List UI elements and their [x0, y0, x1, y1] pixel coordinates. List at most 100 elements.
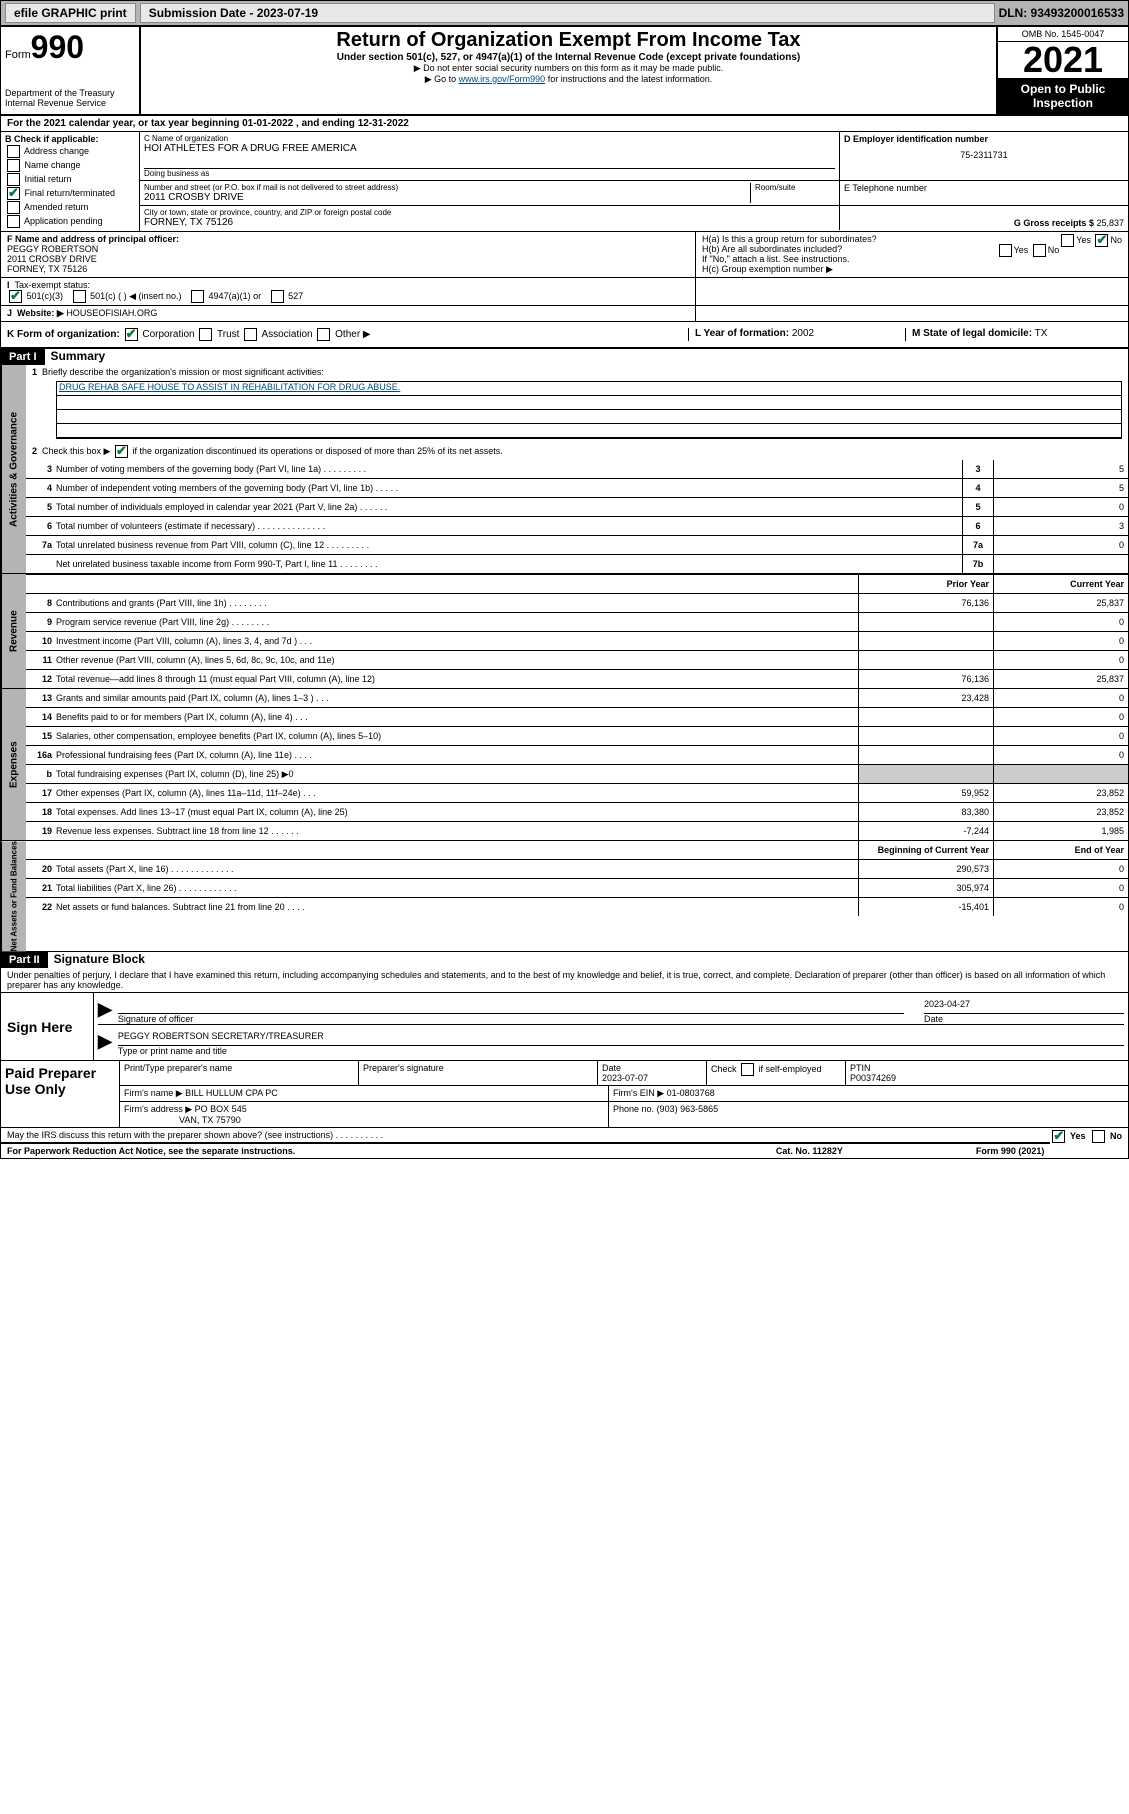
room-label: Room/suite: [755, 183, 835, 192]
chk-address-change[interactable]: [7, 145, 20, 158]
mission-box: DRUG REHAB SAFE HOUSE TO ASSIST IN REHAB…: [56, 381, 1122, 439]
officer-name: PEGGY ROBERTSON: [7, 244, 689, 254]
ha-yes[interactable]: [1061, 234, 1074, 247]
chk-final-return[interactable]: [7, 187, 20, 200]
website-value: HOUSEOFISIAH.ORG: [66, 308, 157, 318]
part-i-governance: Activities & Governance 1 Briefly descri…: [1, 365, 1128, 574]
d-label: D Employer identification number: [844, 134, 1124, 144]
row-i: I Tax-exempt status: 501(c)(3) 501(c) ( …: [1, 278, 1128, 306]
firm-name-label: Firm's name ▶: [124, 1088, 183, 1098]
top-bar: efile GRAPHIC print Submission Date - 20…: [1, 1, 1128, 27]
c-name-label: C Name of organization: [144, 134, 835, 143]
col-b: B Check if applicable: Address change Na…: [1, 132, 140, 231]
sig-date-label: Date: [924, 1014, 943, 1024]
may-irs-no[interactable]: [1092, 1130, 1105, 1143]
form-note-2: ▶ Go to www.irs.gov/Form990 for instruct…: [149, 74, 988, 85]
efile-button[interactable]: efile GRAPHIC print: [5, 3, 136, 23]
header: Form990 Department of the Treasury Inter…: [1, 27, 1128, 116]
sig-name-label: Type or print name and title: [118, 1046, 227, 1056]
chk-4947[interactable]: [191, 290, 204, 303]
firm-ein-label: Firm's EIN ▶: [613, 1088, 664, 1098]
part-i-expenses: Expenses 13Grants and similar amounts pa…: [1, 689, 1128, 841]
chk-527[interactable]: [271, 290, 284, 303]
summary-line: 15Salaries, other compensation, employee…: [26, 727, 1128, 746]
firm-addr1: PO BOX 545: [195, 1104, 247, 1114]
summary-line: 22Net assets or fund balances. Subtract …: [26, 898, 1128, 916]
sig-declaration: Under penalties of perjury, I declare th…: [1, 968, 1128, 992]
summary-line: 13Grants and similar amounts paid (Part …: [26, 689, 1128, 708]
irs-label: Internal Revenue Service: [5, 98, 135, 108]
chk-501c3[interactable]: [9, 290, 22, 303]
mission-text[interactable]: DRUG REHAB SAFE HOUSE TO ASSIST IN REHAB…: [59, 382, 400, 392]
part-i-header: Part ISummary: [1, 349, 1128, 365]
form-subtitle: Under section 501(c), 527, or 4947(a)(1)…: [149, 52, 988, 63]
open-to-public: Open to PublicInspection: [998, 78, 1128, 114]
summary-line: 17Other expenses (Part IX, column (A), l…: [26, 784, 1128, 803]
summary-line: bTotal fundraising expenses (Part IX, co…: [26, 765, 1128, 784]
line-a: For the 2021 calendar year, or tax year …: [1, 116, 1128, 132]
may-irs-yes[interactable]: [1052, 1130, 1065, 1143]
side-revenue: Revenue: [1, 574, 26, 688]
pp-check-label: Check if self-employed: [711, 1064, 822, 1074]
irs-link[interactable]: www.irs.gov/Form990: [459, 74, 546, 84]
row-k-l-m: K Form of organization: Corporation Trus…: [1, 322, 1128, 349]
form-note-1: ▶ Do not enter social security numbers o…: [149, 63, 988, 74]
pp-name-label: Print/Type preparer's name: [120, 1061, 359, 1085]
chk-association[interactable]: [244, 328, 257, 341]
chk-corporation[interactable]: [125, 328, 138, 341]
summary-line: Net unrelated business taxable income fr…: [26, 555, 1128, 573]
sign-here-label: Sign Here: [1, 993, 94, 1060]
summary-line: 6Total number of volunteers (estimate if…: [26, 517, 1128, 536]
paid-preparer-label: Paid Preparer Use Only: [1, 1061, 120, 1127]
footer: For Paperwork Reduction Act Notice, see …: [1, 1142, 1050, 1158]
hb-no[interactable]: [1033, 244, 1046, 257]
gross-receipts: 25,837: [1096, 218, 1124, 228]
col-end: End of Year: [993, 841, 1128, 859]
state-domicile: TX: [1035, 328, 1048, 339]
chk-self-employed[interactable]: [741, 1063, 754, 1076]
chk-other[interactable]: [317, 328, 330, 341]
dba-label: Doing business as: [144, 169, 835, 178]
pp-sig-label: Preparer's signature: [359, 1061, 598, 1085]
part-i-revenue: Revenue Prior Year Current Year 8Contrib…: [1, 574, 1128, 689]
col-beginning: Beginning of Current Year: [858, 841, 993, 859]
hb-yes[interactable]: [999, 244, 1012, 257]
firm-addr2: VAN, TX 75790: [179, 1115, 241, 1125]
q2-text: Check this box ▶: [42, 446, 113, 456]
dln: DLN: 93493200016533: [999, 6, 1124, 20]
paid-preparer-row: Paid Preparer Use Only Print/Type prepar…: [1, 1060, 1128, 1127]
e-label: E Telephone number: [844, 183, 1124, 193]
row-f-h: F Name and address of principal officer:…: [1, 232, 1128, 278]
ha-no[interactable]: [1095, 234, 1108, 247]
city-value: FORNEY, TX 75126: [144, 217, 835, 228]
summary-line: 4Number of independent voting members of…: [26, 479, 1128, 498]
summary-line: 11Other revenue (Part VIII, column (A), …: [26, 651, 1128, 670]
chk-name-change[interactable]: [7, 159, 20, 172]
col-prior-year: Prior Year: [858, 575, 993, 593]
year-formation: 2002: [792, 328, 814, 339]
g-label: G Gross receipts $: [1014, 218, 1094, 228]
part-i-net-assets: Net Assets or Fund Balances Beginning of…: [1, 841, 1128, 952]
chk-trust[interactable]: [199, 328, 212, 341]
chk-discontinued[interactable]: [115, 445, 128, 458]
chk-501c[interactable]: [73, 290, 86, 303]
f-label: F Name and address of principal officer:: [7, 234, 689, 244]
firm-name-value: BILL HULLUM CPA PC: [185, 1088, 278, 1098]
caret-icon: ▶: [98, 999, 112, 1024]
firm-phone-label: Phone no.: [613, 1104, 654, 1114]
form-number: Form990: [5, 29, 135, 66]
side-governance: Activities & Governance: [1, 365, 26, 573]
officer-addr: 2011 CROSBY DRIVE: [7, 254, 689, 264]
side-net-assets: Net Assets or Fund Balances: [1, 841, 26, 951]
chk-amended-return[interactable]: [7, 201, 20, 214]
firm-addr-label: Firm's address ▶: [124, 1104, 192, 1114]
summary-line: 8Contributions and grants (Part VIII, li…: [26, 594, 1128, 613]
addr-label: Number and street (or P.O. box if mail i…: [144, 183, 750, 192]
addr-value: 2011 CROSBY DRIVE: [144, 192, 750, 203]
ptin-value: P00374269: [850, 1073, 896, 1083]
tax-year: 2021: [998, 42, 1128, 78]
city-label: City or town, state or province, country…: [144, 208, 835, 217]
submission-date: Submission Date - 2023-07-19: [140, 3, 995, 23]
chk-application-pending[interactable]: [7, 215, 20, 228]
summary-line: 18Total expenses. Add lines 13–17 (must …: [26, 803, 1128, 822]
